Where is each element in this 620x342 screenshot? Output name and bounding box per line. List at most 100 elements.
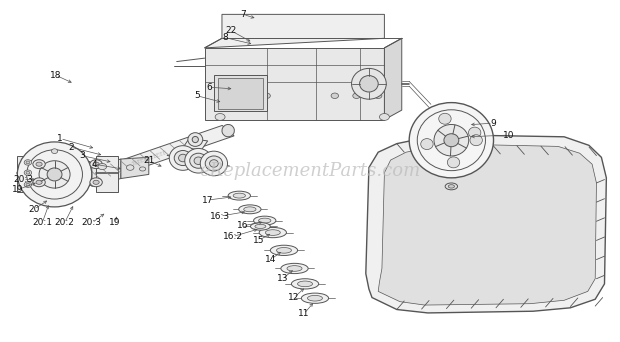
Polygon shape — [205, 48, 384, 120]
Text: 16:3: 16:3 — [210, 212, 230, 221]
Polygon shape — [121, 157, 149, 179]
Ellipse shape — [210, 160, 218, 167]
Ellipse shape — [36, 180, 42, 184]
Polygon shape — [92, 159, 121, 186]
Ellipse shape — [140, 167, 146, 171]
Text: 2: 2 — [68, 143, 74, 152]
Text: 9: 9 — [490, 119, 496, 128]
Text: 4: 4 — [91, 160, 97, 169]
Text: 7: 7 — [240, 10, 246, 19]
Polygon shape — [71, 161, 90, 178]
Text: 22: 22 — [226, 26, 237, 35]
Text: 16: 16 — [237, 221, 249, 230]
Ellipse shape — [434, 124, 469, 156]
Ellipse shape — [409, 103, 494, 178]
Ellipse shape — [233, 193, 246, 198]
Ellipse shape — [190, 153, 207, 168]
Polygon shape — [96, 156, 118, 192]
Ellipse shape — [360, 76, 378, 92]
Ellipse shape — [24, 182, 32, 187]
Ellipse shape — [353, 93, 360, 98]
Text: eReplacementParts.com: eReplacementParts.com — [200, 162, 420, 180]
Ellipse shape — [444, 134, 459, 147]
Ellipse shape — [331, 93, 339, 98]
Ellipse shape — [26, 183, 30, 186]
Text: 19: 19 — [12, 185, 23, 194]
Text: 20:3: 20:3 — [13, 175, 33, 184]
Polygon shape — [65, 126, 234, 190]
Text: 5: 5 — [194, 91, 200, 100]
Ellipse shape — [263, 93, 270, 98]
Ellipse shape — [188, 133, 203, 146]
Polygon shape — [378, 144, 596, 305]
Text: 17: 17 — [202, 196, 213, 205]
Ellipse shape — [421, 139, 433, 149]
Ellipse shape — [241, 93, 249, 98]
Ellipse shape — [39, 161, 70, 188]
Ellipse shape — [80, 180, 87, 186]
Text: 19: 19 — [109, 219, 120, 227]
Ellipse shape — [194, 157, 203, 165]
Ellipse shape — [244, 207, 256, 212]
Text: 13: 13 — [277, 274, 288, 283]
Text: 21: 21 — [143, 156, 154, 165]
Ellipse shape — [254, 216, 276, 225]
Ellipse shape — [47, 168, 62, 181]
Ellipse shape — [205, 156, 223, 171]
Ellipse shape — [51, 149, 58, 154]
Ellipse shape — [259, 227, 286, 238]
Ellipse shape — [222, 124, 234, 137]
Ellipse shape — [24, 160, 32, 165]
Ellipse shape — [33, 160, 45, 169]
Ellipse shape — [265, 230, 280, 235]
Text: 3: 3 — [79, 151, 85, 160]
Ellipse shape — [192, 136, 198, 143]
Ellipse shape — [169, 146, 197, 170]
Ellipse shape — [26, 171, 30, 174]
Ellipse shape — [469, 127, 481, 138]
Text: 8: 8 — [222, 33, 228, 42]
Ellipse shape — [24, 170, 32, 175]
Ellipse shape — [287, 266, 302, 271]
Ellipse shape — [90, 160, 102, 169]
Ellipse shape — [255, 224, 266, 228]
Ellipse shape — [291, 279, 319, 289]
Ellipse shape — [250, 223, 270, 230]
Ellipse shape — [352, 68, 386, 99]
Text: 20: 20 — [29, 205, 40, 214]
Ellipse shape — [447, 157, 459, 168]
Polygon shape — [205, 14, 384, 48]
Bar — [218, 78, 263, 109]
Ellipse shape — [33, 178, 45, 187]
Bar — [214, 75, 267, 111]
Ellipse shape — [308, 295, 322, 301]
Ellipse shape — [379, 114, 389, 120]
Ellipse shape — [93, 162, 99, 166]
Ellipse shape — [259, 218, 271, 223]
Ellipse shape — [277, 248, 291, 253]
Polygon shape — [384, 38, 402, 120]
Ellipse shape — [281, 263, 308, 274]
Text: 10: 10 — [503, 131, 514, 140]
Polygon shape — [17, 156, 39, 192]
Ellipse shape — [36, 162, 42, 166]
Ellipse shape — [126, 165, 134, 170]
Text: 14: 14 — [265, 255, 277, 264]
Ellipse shape — [179, 154, 187, 162]
Polygon shape — [366, 135, 606, 313]
Ellipse shape — [200, 151, 228, 176]
Ellipse shape — [90, 178, 102, 187]
Ellipse shape — [470, 135, 482, 146]
Ellipse shape — [185, 148, 212, 173]
Ellipse shape — [98, 163, 107, 170]
Text: TEEEEEEEEEE: TEEEEEEEEEE — [130, 150, 167, 168]
Ellipse shape — [26, 161, 30, 164]
Text: 20:2: 20:2 — [55, 219, 74, 227]
Text: 15: 15 — [254, 236, 265, 245]
Ellipse shape — [228, 191, 250, 200]
Ellipse shape — [298, 281, 312, 287]
Ellipse shape — [17, 142, 92, 207]
Text: 11: 11 — [298, 310, 309, 318]
Ellipse shape — [215, 114, 225, 120]
Ellipse shape — [93, 180, 99, 184]
